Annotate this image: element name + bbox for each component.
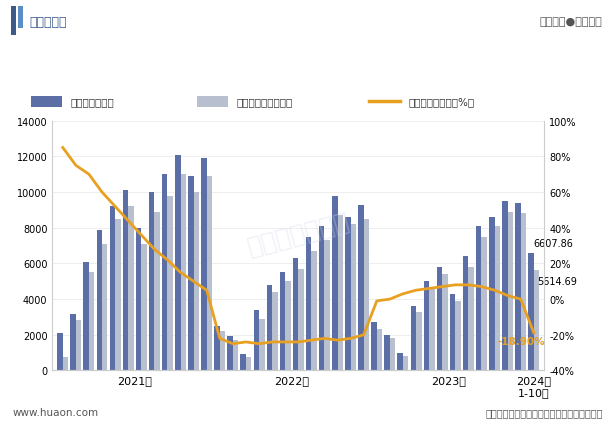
Bar [89, 273, 95, 371]
Text: 6607.86: 6607.86 [533, 239, 573, 248]
Bar [84, 262, 89, 371]
Bar [240, 354, 246, 371]
Bar [97, 230, 102, 371]
Bar [141, 244, 147, 371]
Bar [429, 289, 435, 371]
Bar [253, 310, 259, 371]
Bar [403, 357, 408, 371]
Text: 商品房住宅（亿元）: 商品房住宅（亿元） [237, 97, 293, 107]
Bar [207, 177, 212, 371]
Bar [482, 237, 487, 371]
Bar [194, 193, 199, 371]
Bar [534, 271, 539, 371]
Bar [476, 227, 482, 371]
Bar [136, 228, 141, 371]
Bar [489, 218, 494, 371]
Bar [424, 282, 429, 371]
Bar [57, 333, 63, 371]
Bar [521, 214, 526, 371]
Bar [469, 268, 474, 371]
Bar [228, 336, 233, 371]
Bar [246, 357, 252, 371]
Bar [377, 329, 383, 371]
Bar [463, 257, 469, 371]
Bar [149, 193, 154, 371]
Text: 商品房销售增速（%）: 商品房销售增速（%） [409, 97, 475, 107]
Text: www.huaon.com: www.huaon.com [12, 407, 98, 417]
Bar [214, 326, 220, 371]
Bar [167, 196, 173, 371]
Bar [411, 307, 416, 371]
Bar [397, 353, 403, 371]
Bar [109, 207, 115, 371]
Bar [197, 97, 228, 107]
Bar [437, 268, 442, 371]
Text: -18.90%: -18.90% [497, 336, 545, 346]
Text: 华经情报网: 华经情报网 [30, 16, 67, 29]
Bar [154, 212, 160, 371]
Bar [311, 251, 317, 371]
Text: 专业严谨●客观科学: 专业严谨●客观科学 [540, 17, 603, 27]
Bar [11, 7, 16, 36]
Bar [455, 301, 461, 371]
Bar [298, 269, 304, 371]
Bar [188, 177, 194, 371]
Bar [306, 237, 311, 371]
Bar [162, 175, 167, 371]
Bar [325, 241, 330, 371]
Text: 2021-2024年10月山东省房地产商品住宅及商品住宅现房销售额: 2021-2024年10月山东省房地产商品住宅及商品住宅现房销售额 [151, 58, 464, 74]
Bar [442, 274, 448, 371]
Bar [76, 320, 81, 371]
Bar [220, 331, 225, 371]
Bar [351, 225, 356, 371]
Bar [259, 319, 264, 371]
Bar [115, 219, 121, 371]
Text: 华经产业研究院: 华经产业研究院 [244, 208, 352, 259]
Bar [528, 253, 534, 371]
Bar [332, 196, 338, 371]
Bar [494, 227, 500, 371]
Bar [31, 97, 62, 107]
Bar [293, 259, 298, 371]
Bar [267, 285, 272, 371]
Bar [201, 159, 207, 371]
Bar [338, 216, 343, 371]
Bar [18, 7, 23, 29]
Bar [272, 292, 277, 371]
Text: 5614.69: 5614.69 [538, 277, 577, 287]
Bar [63, 357, 68, 371]
Bar [181, 175, 186, 371]
Bar [122, 191, 128, 371]
Bar [515, 203, 521, 371]
Bar [175, 155, 181, 371]
Text: 数据来源：国家统计局，华经产业研究院整理: 数据来源：国家统计局，华经产业研究院整理 [485, 407, 603, 417]
Bar [390, 339, 395, 371]
Bar [102, 244, 108, 371]
Bar [450, 294, 455, 371]
Bar [358, 205, 363, 371]
Bar [319, 227, 325, 371]
Bar [280, 273, 285, 371]
Bar [502, 201, 507, 371]
Bar [285, 282, 291, 371]
Bar [363, 219, 369, 371]
Bar [233, 340, 239, 371]
Bar [371, 322, 377, 371]
Bar [507, 212, 513, 371]
Bar [345, 218, 351, 371]
Bar [416, 312, 421, 371]
Text: 商品房（亿元）: 商品房（亿元） [71, 97, 114, 107]
Bar [128, 207, 133, 371]
Bar [384, 335, 390, 371]
Bar [70, 314, 76, 371]
